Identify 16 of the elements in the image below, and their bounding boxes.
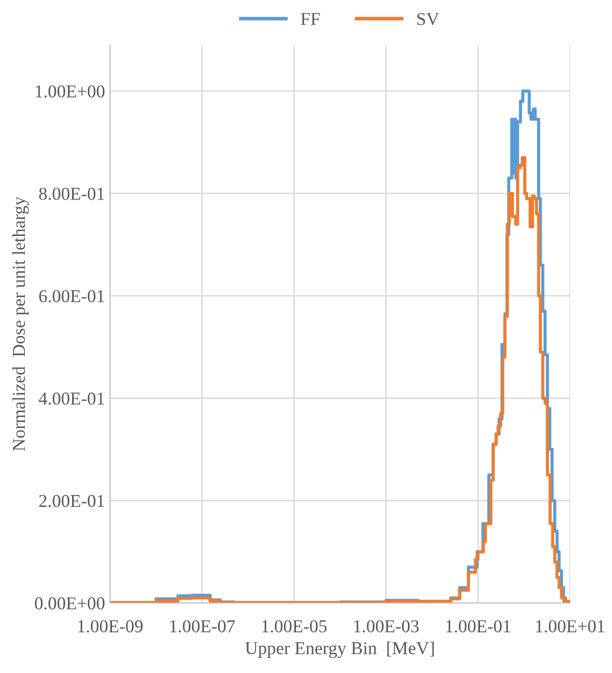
x-tick-label: 1.00E+01 xyxy=(536,620,604,632)
legend-label: FF xyxy=(300,13,320,25)
x-tick-label: 1.00E-01 xyxy=(446,620,510,632)
x-tick-label: 1.00E-05 xyxy=(262,620,327,632)
x-tick-label: 1.00E-03 xyxy=(354,620,419,632)
y-tick-label: 2.00E-01 xyxy=(39,494,104,508)
y-tick-label: 1.00E+00 xyxy=(36,85,104,98)
y-tick-label: 4.00E-01 xyxy=(38,392,104,405)
x-tick-label: 1.00E-07 xyxy=(170,620,235,632)
y-axis-title: Normalized Dose per unit lethargy xyxy=(12,196,29,451)
legend-label: SV xyxy=(417,12,440,26)
y-tick-label: 6.00E-01 xyxy=(39,290,104,302)
y-tick-label: 0.00E+00 xyxy=(34,597,104,610)
x-axis-title: Upper Energy Bin [MeV] xyxy=(245,642,434,658)
x-tick-label: 1.00E-09 xyxy=(78,620,143,632)
y-tick-label: 8.00E-01 xyxy=(39,188,104,200)
